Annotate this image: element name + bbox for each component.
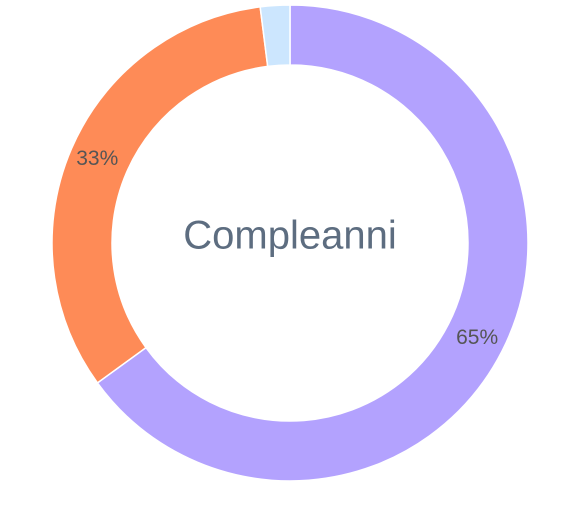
donut-segment [96, 4, 529, 482]
donut-segment [259, 4, 291, 68]
data-label: 65% [456, 326, 498, 349]
data-label: 33% [76, 147, 118, 170]
chart-title: Compleanni [183, 214, 396, 258]
donut-segment [51, 6, 269, 384]
